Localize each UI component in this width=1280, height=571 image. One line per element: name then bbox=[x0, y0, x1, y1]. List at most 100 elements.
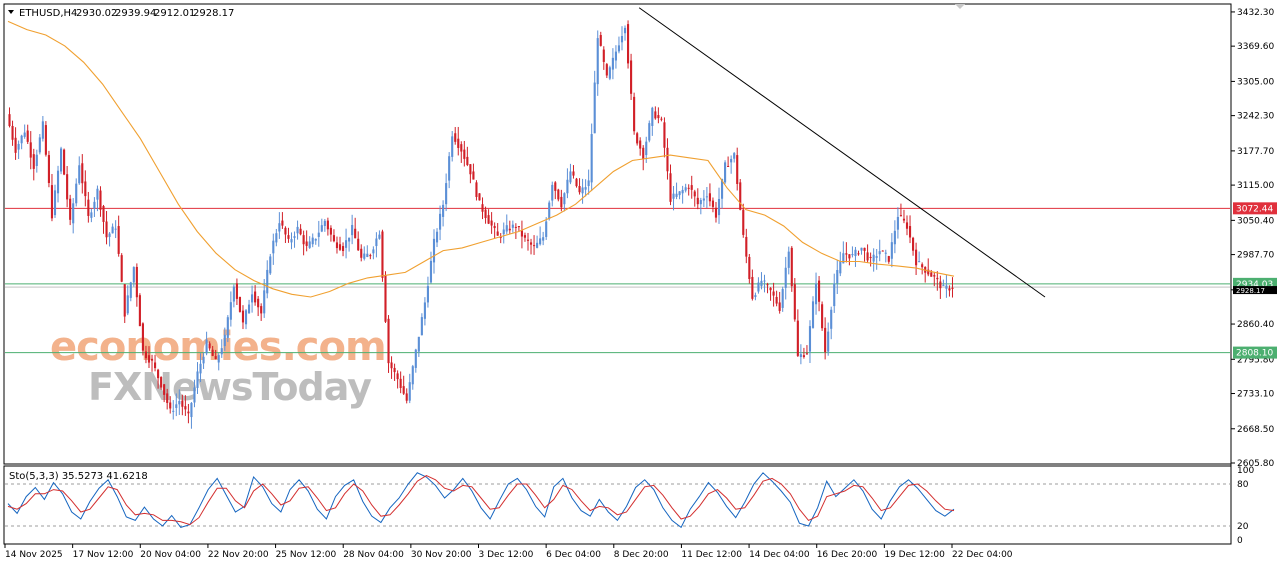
candle-body bbox=[902, 218, 906, 221]
ohlc-open: 2930.02 bbox=[76, 8, 117, 19]
stochastic-signal-line bbox=[7, 475, 955, 526]
candle-body bbox=[17, 143, 20, 150]
candle-body bbox=[696, 197, 699, 205]
candle-body bbox=[669, 173, 672, 202]
candle-body bbox=[927, 269, 930, 275]
price-tick-label: 2795.80 bbox=[1237, 355, 1274, 365]
candle-body bbox=[608, 67, 611, 79]
price-tick-label: 3115.00 bbox=[1237, 181, 1274, 191]
candle-body bbox=[733, 153, 736, 159]
candle-body bbox=[802, 355, 805, 357]
candle-body bbox=[120, 255, 123, 282]
current-price-label: 2928.17 bbox=[1236, 287, 1265, 295]
candle-body bbox=[251, 294, 254, 303]
ohlc-close: 2928.17 bbox=[193, 8, 234, 19]
candle-body bbox=[393, 367, 396, 373]
candle-body bbox=[281, 220, 284, 226]
trendline bbox=[638, 7, 1046, 298]
candle-body bbox=[724, 162, 727, 183]
candle-body bbox=[951, 287, 954, 289]
candle-body bbox=[166, 393, 169, 403]
price-tick-label: 2605.80 bbox=[1237, 459, 1274, 469]
candle-body bbox=[144, 351, 148, 359]
candle-body bbox=[102, 206, 105, 222]
price-tick-label: 2860.40 bbox=[1237, 320, 1274, 330]
candle-body bbox=[551, 184, 554, 201]
candle-body bbox=[241, 310, 245, 323]
candle-body bbox=[654, 111, 657, 119]
candle-body bbox=[75, 183, 78, 204]
candle-body bbox=[114, 228, 117, 230]
candle-body bbox=[320, 225, 323, 232]
symbol-dropdown-icon[interactable] bbox=[8, 10, 14, 14]
indicator-scale-label: 0 bbox=[1237, 536, 1243, 546]
candle-body bbox=[338, 244, 342, 250]
ohlc-high: 2939.94 bbox=[115, 8, 156, 19]
candle-body bbox=[378, 234, 381, 239]
candle-body bbox=[445, 183, 448, 205]
candle-body bbox=[305, 241, 308, 246]
candle-body bbox=[893, 230, 896, 245]
price-tick-label: 2668.50 bbox=[1237, 425, 1274, 435]
candle-body bbox=[59, 148, 63, 172]
candle-body bbox=[584, 187, 587, 190]
candle-body bbox=[96, 188, 99, 200]
candle-body bbox=[775, 296, 778, 304]
candle-body bbox=[457, 138, 460, 148]
time-tick-label: 16 Dec 20:00 bbox=[817, 550, 878, 560]
candle-body bbox=[630, 60, 633, 94]
candle-body bbox=[693, 191, 696, 197]
candle-body bbox=[448, 156, 451, 181]
candle-body bbox=[226, 317, 229, 338]
candle-body bbox=[887, 256, 890, 262]
candle-body bbox=[78, 165, 81, 184]
candle-body bbox=[387, 318, 390, 364]
candle-body bbox=[808, 326, 812, 352]
candle-body bbox=[381, 231, 384, 278]
candle-body bbox=[487, 215, 490, 224]
time-tick-label: 6 Dec 04:00 bbox=[546, 550, 601, 560]
candle-body bbox=[781, 289, 784, 308]
candle-body bbox=[933, 275, 936, 277]
candle-body bbox=[575, 178, 578, 187]
period-separator-marker bbox=[955, 4, 965, 9]
candle-body bbox=[451, 136, 454, 157]
candle-body bbox=[205, 339, 208, 354]
candle-body bbox=[420, 317, 423, 336]
candle-body bbox=[11, 125, 14, 140]
candle-body bbox=[560, 196, 563, 208]
candle-body bbox=[20, 135, 23, 144]
candle-body bbox=[266, 269, 269, 294]
watermark-economies: economies.com bbox=[50, 324, 386, 370]
candle-body bbox=[890, 242, 893, 259]
time-tick-label: 20 Nov 04:00 bbox=[140, 550, 201, 560]
candle-body bbox=[878, 251, 881, 255]
candle-body bbox=[208, 343, 211, 349]
time-tick-label: 22 Nov 20:00 bbox=[208, 550, 269, 560]
candle-body bbox=[645, 141, 648, 156]
candle-body bbox=[633, 96, 636, 132]
candle-body bbox=[830, 309, 833, 329]
candle-body bbox=[90, 212, 93, 218]
candle-body bbox=[8, 114, 11, 127]
price-tick-label: 3177.70 bbox=[1237, 147, 1274, 157]
candle-body bbox=[423, 302, 426, 319]
candle-body bbox=[147, 355, 151, 363]
candle-body bbox=[284, 227, 287, 235]
candle-body bbox=[717, 198, 721, 216]
candle-body bbox=[32, 154, 35, 169]
candle-body bbox=[442, 204, 445, 217]
time-tick-label: 14 Nov 2025 bbox=[5, 550, 63, 560]
candle-body bbox=[211, 349, 214, 356]
level-price-tag bbox=[1233, 202, 1277, 215]
candle-body bbox=[505, 225, 508, 232]
candle-body bbox=[754, 295, 757, 297]
candle-body bbox=[720, 179, 724, 199]
time-tick-label: 8 Dec 20:00 bbox=[614, 550, 669, 560]
candle-body bbox=[299, 228, 302, 235]
candle-body bbox=[223, 334, 226, 347]
candle-body bbox=[529, 242, 533, 245]
candle-body bbox=[642, 147, 645, 159]
